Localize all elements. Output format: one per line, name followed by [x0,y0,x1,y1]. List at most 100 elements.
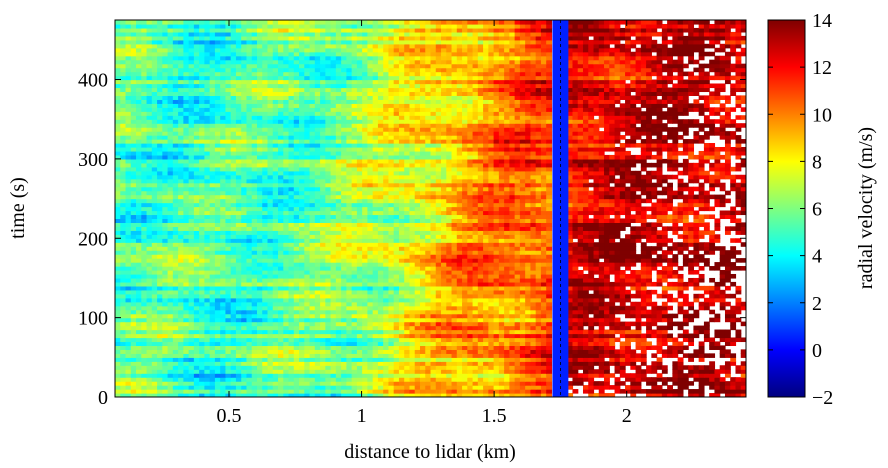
heatmap-cell [719,273,726,279]
heatmap-cell [693,230,700,235]
heatmap-cell [314,345,321,350]
heatmap-cell [267,381,274,386]
heatmap-cell [167,385,174,390]
heatmap-cell [351,250,358,255]
heatmap-cell [341,238,347,243]
heatmap-cell [409,285,416,291]
heatmap-cell [278,226,284,231]
heatmap-cell [325,385,332,390]
heatmap-cell [183,377,190,382]
heatmap-cell [409,270,416,275]
heatmap-cell [314,277,321,283]
heatmap-cell [314,381,321,386]
heatmap-cell [404,285,411,291]
heatmap-cell [151,258,158,263]
heatmap-cell [341,230,347,235]
heatmap-cell [188,234,195,239]
heatmap-cell [546,393,553,397]
heatmap-cell [372,369,379,374]
heatmap-cell [367,365,374,370]
heatmap-cell [304,329,311,335]
heatmap-cell [425,365,432,370]
heatmap-cell [451,297,458,303]
heatmap-cell [383,214,390,220]
heatmap-cell [330,238,337,243]
heatmap-cell [393,321,400,327]
heatmap-cell [446,393,453,397]
heatmap-cell [246,254,253,259]
heatmap-cell [272,357,279,362]
heatmap-cell [335,226,342,231]
heatmap-cell [199,210,205,216]
heatmap-cell [141,349,148,354]
heatmap-cell [709,297,716,303]
heatmap-cell [540,313,547,319]
heatmap-cell [146,333,153,339]
heatmap-cell [214,222,221,227]
heatmap-cell [362,345,368,350]
heatmap-cell [488,262,495,267]
heatmap-cell [125,321,132,327]
heatmap-cell [304,353,311,358]
heatmap-cell [693,377,700,382]
heatmap-cell [441,361,447,366]
heatmap-cell [325,277,332,283]
heatmap-cell [519,254,526,259]
heatmap-cell [256,305,263,311]
heatmap-cell [388,385,395,390]
heatmap-cell [136,293,142,299]
heatmap-cell [525,242,532,247]
heatmap-cell [120,361,127,366]
heatmap-cell [146,317,153,323]
heatmap-cell [230,325,237,331]
heatmap-cell [393,293,400,299]
heatmap-cell [404,242,411,247]
heatmap-cell [178,270,184,275]
heatmap-cell [293,226,300,231]
heatmap-cell [677,345,684,350]
heatmap-cell [441,381,447,386]
heatmap-cell [477,222,484,227]
heatmap-cell [151,234,158,239]
heatmap-cell [204,309,211,315]
heatmap-cell [288,325,295,331]
heatmap-cell [383,289,390,295]
heatmap-cell [593,254,600,259]
heatmap-cell [151,222,158,227]
heatmap-cell [157,321,163,327]
heatmap-cell [125,309,132,315]
heatmap-cell [172,317,179,323]
heatmap-cell [614,381,621,386]
heatmap-cell [125,226,132,231]
heatmap-cell [209,234,216,239]
heatmap-cell [540,230,547,235]
heatmap-cell [693,297,700,303]
heatmap-cell [304,301,311,307]
heatmap-cell [404,289,411,295]
heatmap-cell [214,277,221,283]
heatmap-cell [157,345,163,350]
heatmap-cell [293,258,300,263]
heatmap-cell [157,266,163,271]
heatmap-cell [377,309,384,315]
heatmap-cell [609,329,616,335]
heatmap-cell [304,281,311,287]
heatmap-cell [535,262,542,267]
heatmap-cell [509,262,516,267]
heatmap-cell [467,345,474,350]
heatmap-cell [430,365,437,370]
heatmap-cell [514,242,521,247]
heatmap-cell [136,361,142,366]
heatmap-cell [367,289,374,295]
heatmap-cell [172,385,179,390]
heatmap-cell [251,393,258,397]
heatmap-cell [640,345,647,350]
heatmap-cell [509,285,516,291]
heatmap-cell [335,297,342,303]
heatmap-cell [314,389,321,394]
heatmap-cell [593,369,600,374]
heatmap-cell [130,218,137,223]
heatmap-cell [477,293,484,299]
heatmap-cell [320,337,326,343]
heatmap-cell [141,210,148,216]
